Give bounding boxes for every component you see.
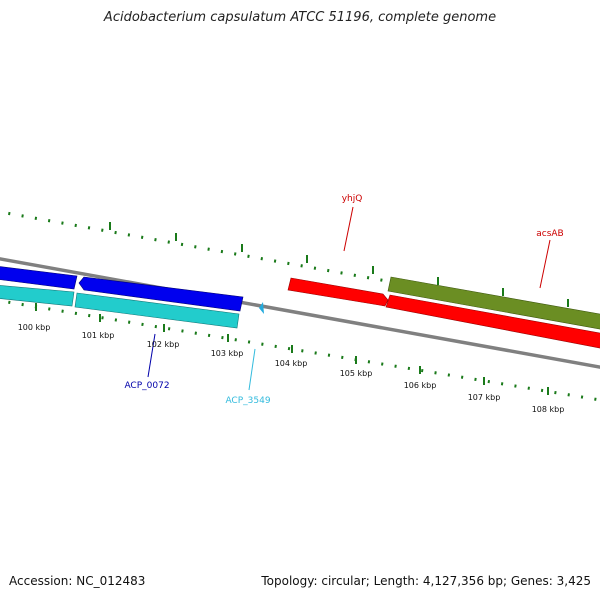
- gene-label-ACP_3549: ACP_3549: [225, 396, 270, 406]
- gene-yhjQ-feature[interactable]: [287, 277, 389, 307]
- gene-label-ACP_0072: ACP_0072: [124, 381, 169, 391]
- tick-label: 105 kbp: [340, 369, 373, 378]
- accession-text: Accession: NC_012483: [9, 574, 146, 588]
- genome-summary-text: Topology: circular; Length: 4,127,356 bp…: [261, 574, 591, 588]
- tick-label: 103 kbp: [211, 349, 244, 358]
- tick-label: 100 kbp: [18, 323, 51, 332]
- gene-label-yhjQ: yhjQ: [342, 194, 363, 204]
- tick-label: 107 kbp: [468, 393, 501, 402]
- gene-ACP_0072-feature[interactable]: [78, 276, 244, 312]
- tick-label: 104 kbp: [275, 359, 308, 368]
- genome-backbone: [0, 257, 600, 369]
- gene-blue-feature-left[interactable]: [0, 266, 78, 290]
- gene-acsAB-feature-red[interactable]: [385, 294, 600, 349]
- ACP_0072-callout-line: [147, 333, 156, 378]
- tick-label: 102 kbp: [147, 340, 180, 349]
- map-title: Acidobacterium capsulatum ATCC 51196, co…: [103, 10, 497, 25]
- tick-label: 101 kbp: [82, 331, 115, 340]
- acsAB-callout-line: [539, 239, 551, 289]
- gene-ACP_3549-feature[interactable]: [74, 292, 240, 329]
- gene-cyan-feature-left[interactable]: [0, 285, 75, 307]
- tick-label: 106 kbp: [404, 381, 437, 390]
- yhjQ-callout-line: [343, 206, 354, 252]
- upper-tick-track: [0, 210, 600, 321]
- ACP_3549-callout-line: [248, 348, 256, 391]
- gene-acsAB-feature-olive[interactable]: [387, 276, 600, 330]
- tick-label: 108 kbp: [532, 405, 565, 414]
- gene-label-acsAB: acsAB: [536, 229, 563, 239]
- small-cyan-arrow-feature[interactable]: [259, 302, 264, 314]
- lower-tick-track: [0, 299, 600, 402]
